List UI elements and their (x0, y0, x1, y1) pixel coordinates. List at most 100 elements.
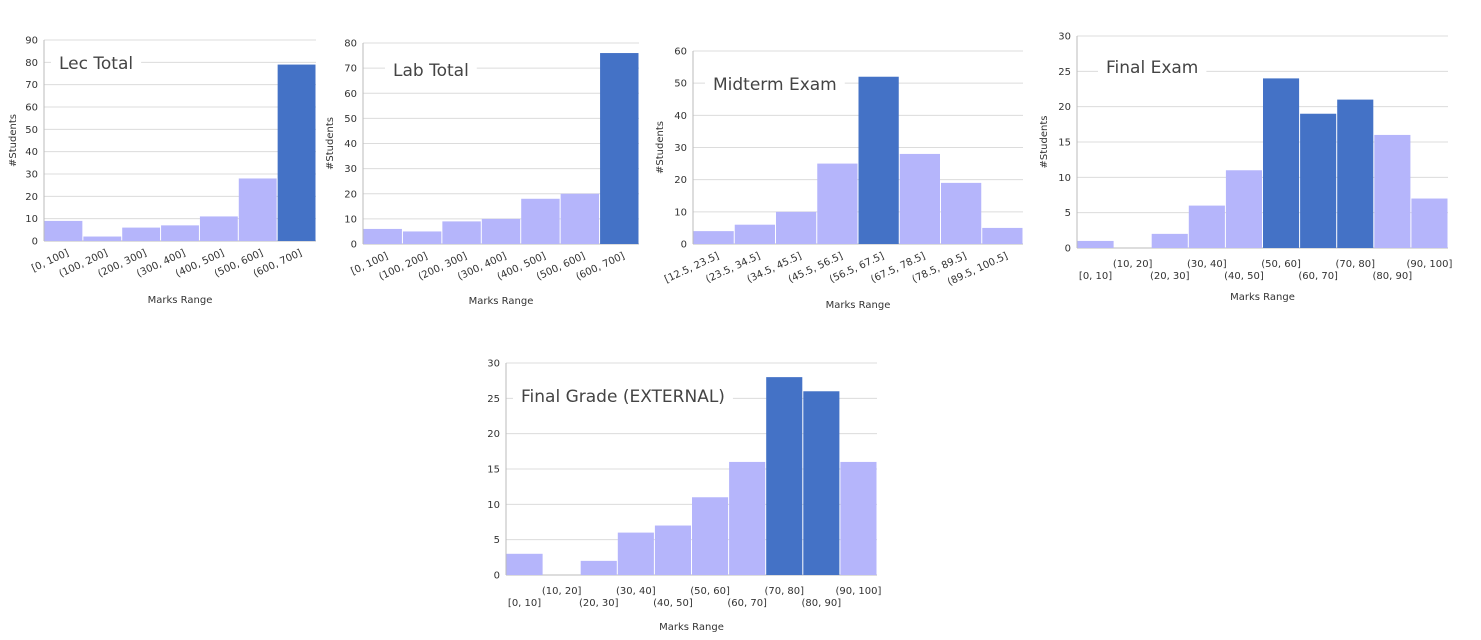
y-tick-label: 50 (674, 79, 687, 90)
y-tick-label: 10 (25, 214, 38, 225)
y-tick-label: 0 (1065, 244, 1071, 255)
x-tick-label: (50, 60] (1261, 259, 1301, 270)
x-tick-label: (20, 30] (579, 598, 619, 609)
chart-title: Final Grade (EXTERNAL) (521, 387, 725, 407)
x-tick-label: (20, 30] (1150, 271, 1190, 282)
bar (44, 220, 83, 241)
bar (122, 227, 161, 241)
chart-title-backing (51, 52, 142, 76)
chart-title-backing (705, 73, 845, 97)
bar (941, 182, 982, 244)
bar (692, 497, 729, 575)
bar (442, 221, 481, 244)
y-tick-label: 50 (25, 125, 38, 136)
bar (840, 461, 877, 575)
bar (83, 236, 122, 241)
y-tick-label: 40 (674, 111, 687, 122)
y-tick-label: 10 (1058, 173, 1071, 184)
x-tick-label: (90, 100] (835, 586, 881, 597)
bar (982, 227, 1023, 244)
x-tick-label: (50, 60] (690, 586, 730, 597)
y-tick-label: 0 (681, 240, 687, 251)
y-tick-label: 90 (25, 36, 38, 47)
x-tick-label: (60, 70] (727, 598, 767, 609)
bar (600, 53, 639, 244)
bar (580, 560, 617, 575)
x-tick-label: (90, 100] (1406, 259, 1452, 270)
y-tick-label: 20 (1058, 102, 1071, 113)
y-tick-label: 25 (1058, 67, 1071, 78)
bar (1411, 198, 1448, 248)
x-axis-title: Marks Range (469, 296, 534, 307)
y-tick-label: 10 (674, 207, 687, 218)
y-axis-title: #Students (325, 117, 336, 170)
y-tick-label: 20 (344, 189, 357, 200)
bar (560, 193, 600, 244)
bar (734, 224, 775, 244)
bar (1337, 99, 1374, 248)
bar (654, 525, 691, 575)
chart-title: Midterm Exam (713, 75, 837, 95)
bar (199, 216, 238, 241)
bar (506, 553, 543, 575)
y-tick-label: 30 (344, 164, 357, 175)
bar (1151, 233, 1188, 248)
y-tick-label: 10 (344, 214, 357, 225)
bar (817, 163, 858, 244)
y-tick-label: 80 (25, 58, 38, 69)
bar (481, 218, 521, 244)
y-tick-label: 15 (1058, 138, 1071, 149)
y-axis-title: #Students (655, 121, 666, 174)
x-tick-label: (10, 20] (542, 586, 582, 597)
chart-title-backing (1098, 56, 1207, 80)
bar (1300, 113, 1337, 248)
x-tick-label: (60, 70] (1298, 271, 1338, 282)
x-tick-label: (40, 50] (1224, 271, 1264, 282)
bar (899, 153, 940, 244)
y-tick-label: 30 (25, 170, 38, 181)
bar (521, 198, 560, 244)
y-tick-label: 70 (344, 64, 357, 75)
y-tick-label: 30 (1058, 32, 1071, 43)
chart-4: 0 5 10 15 20 25 30 [0, 10](10, 20](20, 30](30, … (1039, 32, 1453, 304)
x-tick-label: (80, 90] (1373, 271, 1413, 282)
bar (803, 391, 840, 575)
x-tick-label: (70, 80] (1335, 259, 1375, 270)
x-axis-title: Marks Range (148, 295, 213, 306)
bar (277, 64, 316, 241)
y-tick-label: 20 (674, 175, 687, 186)
y-tick-label: 60 (25, 103, 38, 114)
x-axis-title: Marks Range (659, 622, 724, 633)
bar (858, 76, 899, 244)
x-tick-label: (30, 40] (1187, 259, 1227, 270)
y-tick-label: 40 (25, 147, 38, 158)
y-tick-label: 60 (344, 89, 357, 100)
y-axis-title: #Students (1039, 116, 1050, 169)
y-tick-label: 80 (344, 39, 357, 50)
y-tick-label: 30 (674, 143, 687, 154)
y-tick-label: 5 (494, 535, 500, 546)
chart-title: Lab Total (393, 61, 469, 81)
y-tick-label: 10 (487, 500, 500, 511)
bar (402, 231, 442, 244)
bar (617, 532, 654, 575)
y-tick-label: 50 (344, 114, 357, 125)
bar (1263, 78, 1300, 249)
chart-title: Lec Total (59, 54, 133, 74)
bar (1374, 134, 1411, 248)
y-tick-label: 25 (487, 394, 500, 405)
bar (1188, 205, 1225, 248)
y-tick-label: 40 (344, 139, 357, 150)
x-tick-label: (10, 20] (1113, 259, 1153, 270)
bar (729, 461, 766, 575)
bar (1077, 240, 1114, 248)
chart-title-backing (385, 59, 477, 83)
y-tick-label: 20 (25, 192, 38, 203)
x-tick-label: (40, 50] (653, 598, 693, 609)
x-tick-label: (70, 80] (764, 586, 804, 597)
x-tick-label: [0, 10] (508, 598, 541, 609)
